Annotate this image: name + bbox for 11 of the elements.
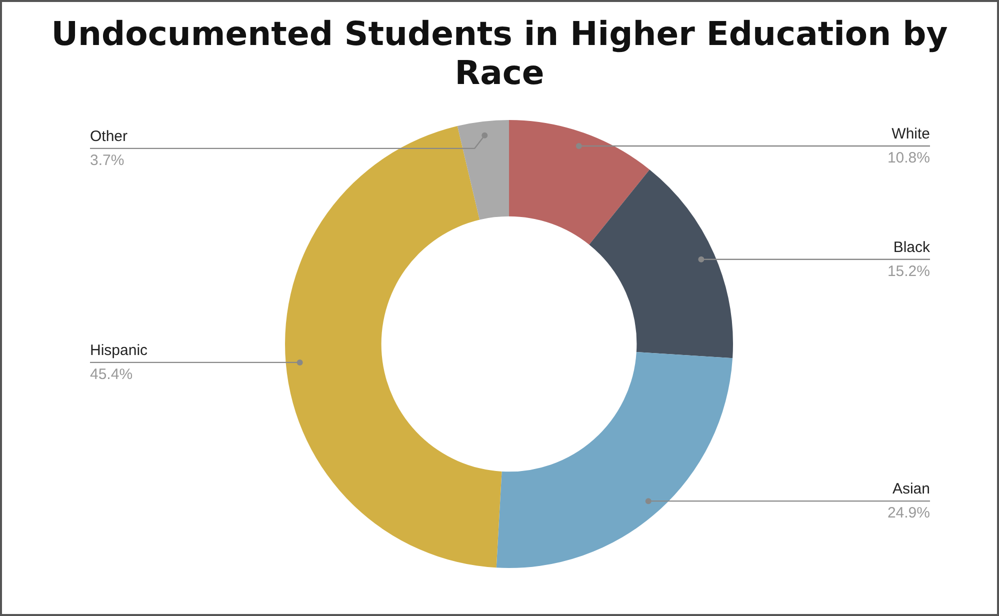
data-label: 24.9%	[887, 504, 930, 522]
slice-label: Asian	[892, 480, 930, 498]
data-label: 3.7%	[90, 152, 124, 170]
chart-title: Undocumented Students in Higher Education by Race	[50, 14, 949, 92]
data-label: 10.8%	[887, 150, 930, 167]
slice-label: Other	[90, 128, 128, 146]
slice-label: White	[892, 126, 930, 143]
slice-label: Hispanic	[90, 342, 148, 360]
data-label: 15.2%	[887, 263, 930, 280]
data-label: 45.4%	[90, 366, 133, 384]
slice-label: Black	[893, 239, 930, 256]
